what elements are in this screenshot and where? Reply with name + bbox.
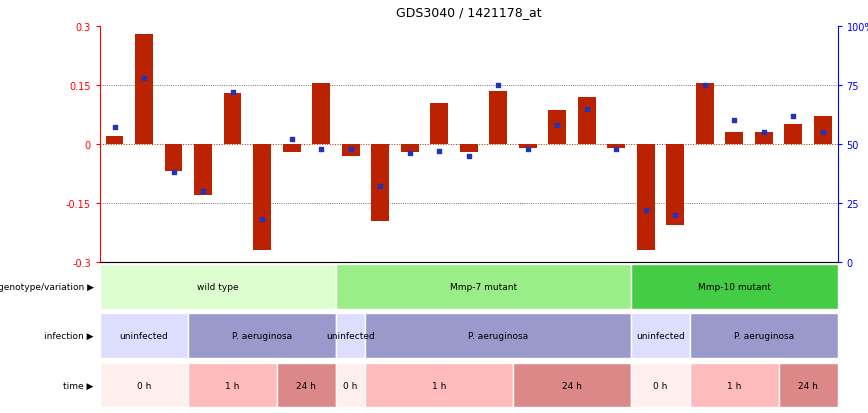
Bar xyxy=(277,363,336,408)
Bar xyxy=(608,145,625,148)
Bar xyxy=(690,363,779,408)
Bar xyxy=(578,97,595,145)
Text: uninfected: uninfected xyxy=(636,332,685,340)
Text: 0 h: 0 h xyxy=(654,381,667,389)
Bar xyxy=(188,313,336,358)
Bar xyxy=(100,264,336,309)
Text: 24 h: 24 h xyxy=(562,381,582,389)
Point xyxy=(432,148,446,155)
Bar xyxy=(519,145,536,148)
Bar xyxy=(165,145,182,172)
Text: wild type: wild type xyxy=(197,282,239,291)
Bar xyxy=(194,145,212,196)
Text: P. aeruginosa: P. aeruginosa xyxy=(232,332,293,340)
Bar xyxy=(401,145,418,152)
Point xyxy=(668,212,682,218)
Point xyxy=(167,169,181,176)
Text: infection ▶: infection ▶ xyxy=(44,332,94,340)
Point xyxy=(816,129,830,136)
Bar xyxy=(785,125,802,145)
Point xyxy=(196,188,210,195)
Point xyxy=(373,184,387,190)
Bar xyxy=(631,363,690,408)
Bar xyxy=(431,103,448,145)
Text: P. aeruginosa: P. aeruginosa xyxy=(733,332,794,340)
Bar xyxy=(336,363,365,408)
Point xyxy=(580,106,594,112)
Text: Mmp-10 mutant: Mmp-10 mutant xyxy=(698,282,771,291)
Point xyxy=(462,153,476,159)
Point xyxy=(285,137,299,143)
Bar xyxy=(100,363,188,408)
Bar xyxy=(755,133,773,145)
Bar xyxy=(312,84,330,145)
Point xyxy=(550,122,564,129)
Text: 1 h: 1 h xyxy=(226,381,240,389)
Point xyxy=(521,146,535,152)
Bar xyxy=(188,363,277,408)
Point xyxy=(727,118,741,124)
Point xyxy=(255,216,269,223)
Text: genotype/variation ▶: genotype/variation ▶ xyxy=(0,282,94,291)
Bar xyxy=(779,363,838,408)
Point xyxy=(609,146,623,152)
Point xyxy=(639,207,653,214)
Text: uninfected: uninfected xyxy=(326,332,375,340)
Bar xyxy=(106,137,123,145)
Bar xyxy=(490,92,507,145)
Bar xyxy=(372,145,389,221)
Text: 0 h: 0 h xyxy=(344,381,358,389)
Bar xyxy=(690,313,838,358)
Point xyxy=(344,146,358,152)
Bar xyxy=(336,264,631,309)
Bar xyxy=(342,145,359,156)
Text: 24 h: 24 h xyxy=(799,381,818,389)
Text: uninfected: uninfected xyxy=(120,332,168,340)
Point xyxy=(786,113,800,120)
Bar xyxy=(253,145,271,250)
Bar xyxy=(336,313,365,358)
Text: GDS3040 / 1421178_at: GDS3040 / 1421178_at xyxy=(396,6,542,19)
Point xyxy=(137,75,151,82)
Text: 24 h: 24 h xyxy=(297,381,316,389)
Text: 1 h: 1 h xyxy=(727,381,741,389)
Bar xyxy=(667,145,684,225)
Bar xyxy=(696,84,713,145)
Bar xyxy=(513,363,631,408)
Point xyxy=(757,129,771,136)
Bar xyxy=(726,133,743,145)
Bar xyxy=(814,117,832,145)
Text: P. aeruginosa: P. aeruginosa xyxy=(468,332,529,340)
Bar xyxy=(365,313,631,358)
Bar xyxy=(365,363,513,408)
Bar xyxy=(135,35,153,145)
Text: Mmp-7 mutant: Mmp-7 mutant xyxy=(450,282,517,291)
Text: 0 h: 0 h xyxy=(137,381,151,389)
Point xyxy=(698,83,712,89)
Bar xyxy=(637,145,654,250)
Point xyxy=(403,151,417,157)
Bar xyxy=(283,145,300,152)
Bar xyxy=(631,264,838,309)
Bar xyxy=(100,313,188,358)
Bar xyxy=(224,93,241,145)
Bar xyxy=(549,111,566,145)
Point xyxy=(491,83,505,89)
Point xyxy=(314,146,328,152)
Text: 1 h: 1 h xyxy=(432,381,446,389)
Bar xyxy=(460,145,477,152)
Bar xyxy=(631,313,690,358)
Text: time ▶: time ▶ xyxy=(63,381,94,389)
Point xyxy=(108,125,122,131)
Point xyxy=(226,90,240,96)
